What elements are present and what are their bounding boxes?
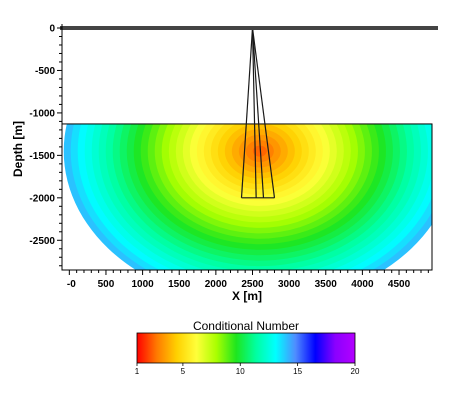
x-tick-label: 500 [98, 279, 115, 290]
colorbar-title: Conditional Number [193, 319, 299, 333]
x-tick-label: -0 [67, 279, 76, 290]
x-tick-label: 2000 [205, 279, 228, 290]
y-tick-label: 0 [49, 24, 55, 35]
x-tick-label: 1500 [168, 279, 191, 290]
well-trajectory [240, 27, 254, 198]
y-axis-label: Depth [m] [11, 121, 25, 177]
colorbar-tick-label: 5 [181, 367, 186, 376]
colorbar-tick-label: 1 [135, 367, 140, 376]
axes: -0 500 1000 1500 2000 2500 3000 3500 4000 4500 0 -5… [29, 24, 432, 290]
plot-area [60, 26, 438, 271]
colorbar-tick-label: 20 [351, 367, 360, 376]
well-trajectory [251, 27, 276, 198]
x-tick-label: 2500 [241, 279, 264, 290]
colorbar-tick-label: 10 [236, 367, 245, 376]
y-tick-label: -500 [35, 66, 55, 77]
colorbar-tick-label: 15 [293, 367, 302, 376]
y-tick-label: -2000 [29, 193, 55, 204]
y-tick-label: -2500 [29, 236, 55, 247]
y-tick-label: -1500 [29, 151, 55, 162]
well-trajectory [251, 27, 257, 198]
x-tick-label: 4000 [351, 279, 374, 290]
x-tick-label: 3500 [315, 279, 338, 290]
well-trajectory [251, 27, 265, 198]
conditional-number-field [62, 123, 432, 270]
field-contour [252, 145, 267, 157]
x-tick-label: 1000 [131, 279, 154, 290]
x-axis-label: X [m] [232, 289, 262, 303]
colorbar-gradient [136, 332, 356, 364]
y-tick-label: -1000 [29, 108, 55, 119]
wells [240, 27, 276, 199]
x-tick-label: 4500 [388, 279, 411, 290]
colorbar: Conditional Number 1 5 10 15 20 [135, 319, 360, 376]
x-tick-label: 3000 [278, 279, 301, 290]
